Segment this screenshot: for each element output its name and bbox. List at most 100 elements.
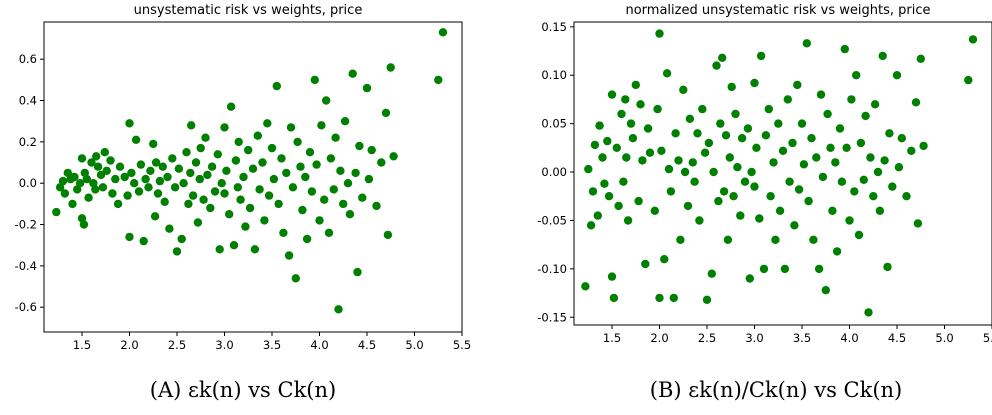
data-point <box>184 199 193 209</box>
data-point <box>761 131 771 140</box>
data-point <box>688 158 697 167</box>
data-point <box>626 119 636 128</box>
data-point <box>603 136 612 146</box>
data-point <box>657 146 666 155</box>
data-point <box>134 187 144 196</box>
data-point <box>130 179 139 188</box>
x-tick-label: 3.0 <box>745 331 763 345</box>
data-point <box>799 160 809 169</box>
data-point <box>600 179 609 188</box>
data-point <box>220 123 229 132</box>
data-point <box>790 221 799 230</box>
data-point <box>664 164 674 174</box>
data-point <box>239 172 248 182</box>
data-point <box>892 71 902 80</box>
data-point <box>146 166 155 175</box>
data-point <box>883 262 892 272</box>
data-point <box>693 129 702 138</box>
data-point <box>229 241 239 250</box>
data-point <box>725 153 734 162</box>
data-point <box>964 75 973 85</box>
data-point <box>750 78 759 88</box>
y-tick-label: 0.0 <box>19 176 37 190</box>
data-point <box>653 104 662 114</box>
data-point <box>621 95 630 104</box>
data-point <box>310 75 319 85</box>
y-tick-label: -0.4 <box>15 259 37 273</box>
data-point <box>919 141 928 151</box>
chart-a: unsystematic risk vs weights, price 1.5 2… <box>15 3 472 402</box>
y-tick-label: -0.15 <box>537 310 567 324</box>
data-point <box>358 193 367 202</box>
data-point <box>307 187 317 196</box>
data-point <box>340 117 350 126</box>
data-point <box>916 54 925 63</box>
data-point <box>911 98 921 107</box>
chart-a-points <box>52 28 448 314</box>
data-point <box>195 174 204 184</box>
data-point <box>82 174 92 184</box>
data-point <box>861 111 870 121</box>
x-tick-label: 1.5 <box>73 338 91 352</box>
data-point <box>98 183 108 192</box>
data-point <box>676 235 685 244</box>
data-point <box>837 177 847 186</box>
data-point <box>244 145 253 155</box>
data-point <box>729 192 738 201</box>
data-point <box>660 255 669 264</box>
data-point <box>206 203 215 213</box>
data-point <box>79 220 89 229</box>
data-point <box>607 90 617 99</box>
x-tick-label: 3.5 <box>263 338 281 352</box>
data-point <box>752 143 761 152</box>
data-point <box>832 247 842 256</box>
data-point <box>250 245 260 254</box>
data-point <box>141 174 150 184</box>
data-point <box>650 206 659 215</box>
data-point <box>873 167 883 177</box>
data-point <box>766 192 775 201</box>
data-point <box>671 129 680 138</box>
data-point <box>111 174 120 184</box>
data-point <box>907 146 916 155</box>
chart-a-y-ticks: -0.6 -0.4 -0.2 0.0 0.2 0.4 0.6 <box>15 52 44 314</box>
data-point <box>586 221 596 230</box>
chart-b-points <box>581 29 978 317</box>
data-point <box>852 71 861 80</box>
data-point <box>113 199 123 209</box>
data-point <box>168 154 177 163</box>
data-point <box>850 187 859 196</box>
data-point <box>747 167 756 177</box>
data-point <box>745 274 754 283</box>
data-point <box>702 295 712 304</box>
data-point <box>127 168 136 178</box>
data-point <box>880 156 889 165</box>
data-point <box>225 210 234 219</box>
data-point <box>793 80 802 90</box>
data-point <box>193 218 203 227</box>
data-point <box>348 69 357 78</box>
data-point <box>188 191 198 200</box>
data-point <box>264 191 274 200</box>
data-point <box>674 156 683 165</box>
data-point <box>149 139 158 149</box>
data-point <box>163 172 172 182</box>
data-point <box>331 133 340 142</box>
data-point <box>191 158 201 167</box>
data-point <box>267 143 277 153</box>
data-point <box>131 135 141 144</box>
data-point <box>286 123 296 132</box>
data-point <box>288 183 298 192</box>
data-point <box>721 131 731 140</box>
y-tick-label: 0.00 <box>541 165 567 179</box>
chart-b-title: normalized unsystematic risk vs weights,… <box>625 3 930 18</box>
data-point <box>623 216 633 225</box>
data-point <box>339 199 348 209</box>
chart-a-title: unsystematic risk vs weights, price <box>134 3 363 18</box>
x-tick-label: 3.5 <box>793 331 811 345</box>
data-point <box>593 211 602 220</box>
data-point <box>174 164 184 173</box>
data-point <box>160 197 169 206</box>
data-point <box>434 75 443 85</box>
data-point <box>274 199 283 209</box>
